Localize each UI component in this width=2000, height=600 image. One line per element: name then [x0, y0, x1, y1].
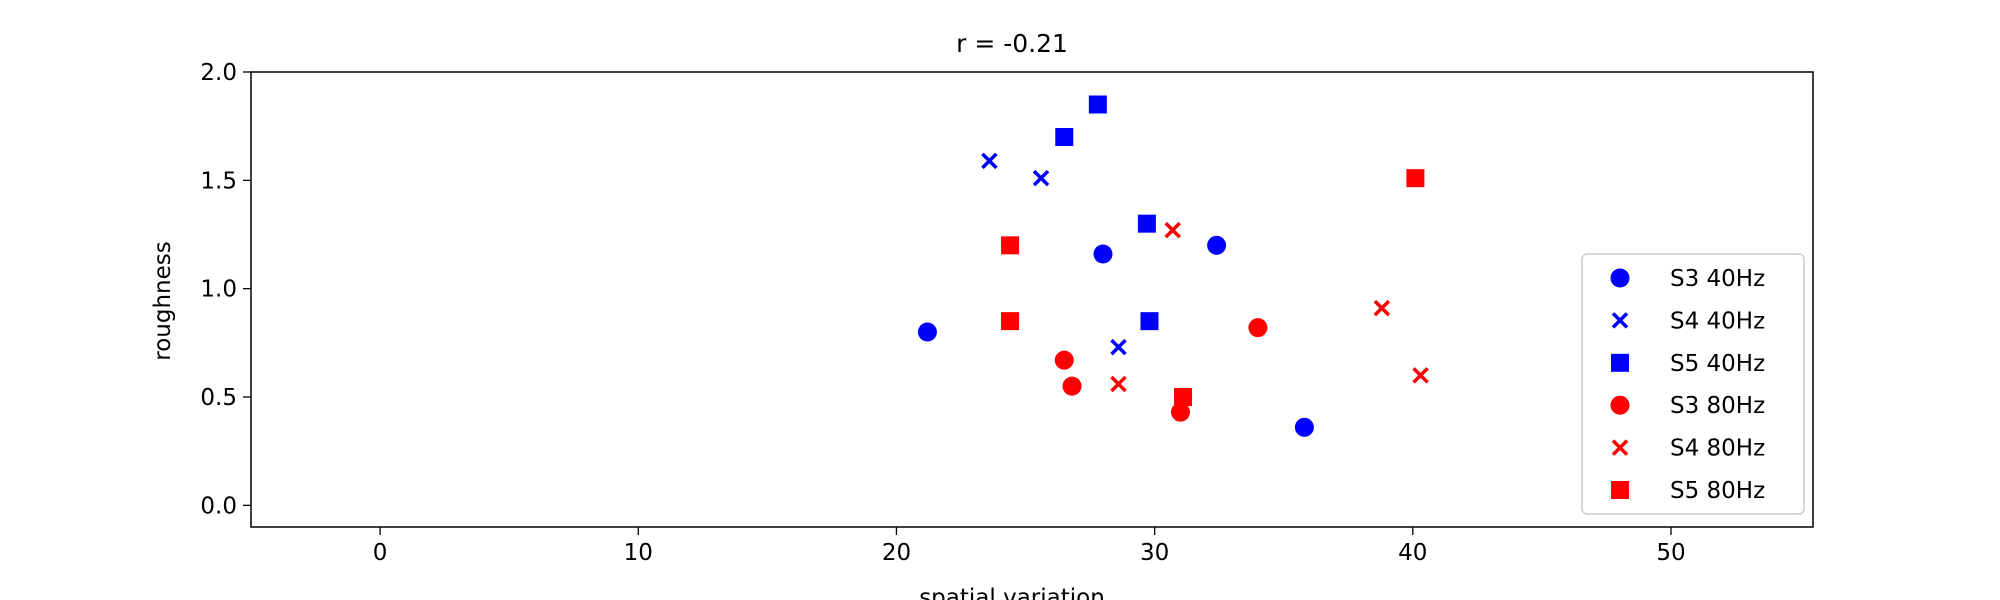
data-point [1137, 214, 1156, 233]
legend-marker [1611, 439, 1629, 456]
x-tick-label: 30 [1140, 540, 1169, 566]
legend-label: S4 40Hz [1670, 308, 1765, 334]
chart-title: r = -0.21 [956, 29, 1068, 58]
data-point [1110, 375, 1127, 393]
data-point [1406, 169, 1425, 188]
legend-marker [1611, 312, 1629, 329]
data-point [981, 152, 998, 170]
data-point [1373, 299, 1391, 317]
y-tick-label: 0.0 [200, 493, 237, 519]
legend-label: S5 80Hz [1670, 478, 1765, 504]
data-point [1294, 417, 1314, 437]
data-point [917, 322, 937, 342]
legend-label: S3 80Hz [1670, 393, 1765, 419]
data-point [1001, 236, 1020, 255]
data-point [1207, 235, 1227, 255]
data-point [1164, 221, 1181, 239]
y-tick-label: 0.5 [200, 385, 237, 411]
legend-box [1581, 253, 1805, 515]
data-point [1174, 388, 1193, 406]
x-tick-label: 20 [882, 540, 911, 566]
data-point [1140, 312, 1159, 331]
legend-label: S3 40Hz [1670, 266, 1765, 292]
data-point [1054, 350, 1074, 370]
data-point [1062, 376, 1082, 396]
y-tick-label: 1.0 [200, 277, 237, 303]
data-point [1055, 128, 1074, 146]
x-tick-label: 10 [624, 540, 653, 566]
data-point [1088, 95, 1107, 114]
plot-frame [250, 71, 1814, 528]
data-point [1032, 169, 1050, 187]
y-tick-label: 1.5 [200, 168, 237, 194]
data-point [1093, 244, 1113, 264]
legend-label: S4 80Hz [1670, 436, 1765, 462]
x-tick-label: 0 [373, 540, 388, 566]
legend-marker [1611, 481, 1629, 499]
x-axis-label: spatial variation [919, 585, 1105, 600]
data-point [1170, 402, 1190, 422]
legend-marker [1610, 395, 1630, 415]
data-point [1110, 338, 1127, 356]
data-point [1412, 367, 1429, 384]
y-axis-label: roughness [150, 241, 176, 360]
y-tick-label: 2.0 [200, 60, 237, 86]
data-point [1248, 318, 1268, 338]
x-tick-label: 40 [1398, 540, 1427, 566]
x-tick-label: 50 [1656, 540, 1685, 566]
legend-marker [1610, 268, 1630, 288]
legend-marker [1611, 353, 1629, 372]
data-point [1001, 312, 1020, 331]
legend-label: S5 40Hz [1670, 351, 1765, 377]
